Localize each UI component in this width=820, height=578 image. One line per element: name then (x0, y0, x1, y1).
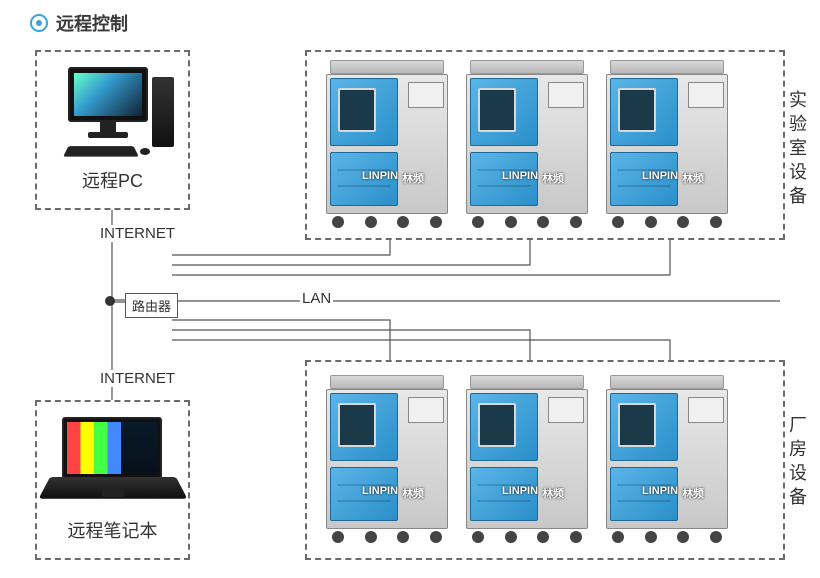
remote-laptop-group: 远程笔记本 (35, 400, 190, 560)
factory-equipment-label: 厂房设备 (784, 415, 810, 511)
router-node-icon (105, 296, 115, 306)
test-chamber-icon: LINPIN林频 (602, 375, 732, 545)
brand-watermark: LINPIN林频 (502, 170, 564, 186)
lab-equipment-group: LINPIN林频 LINPIN林频 LINPIN林频 (305, 50, 785, 240)
test-chamber-icon: LINPIN林频 (462, 60, 592, 230)
brand-watermark: LINPIN林频 (362, 170, 424, 186)
test-chamber-icon: LINPIN林频 (322, 375, 452, 545)
desktop-pc-icon (58, 67, 168, 157)
brand-watermark: LINPIN林频 (502, 485, 564, 501)
remote-pc-label: 远程PC (82, 167, 143, 193)
lab-equipment-label: 实验室设备 (784, 90, 810, 210)
target-icon (30, 14, 48, 32)
laptop-icon (48, 417, 178, 507)
brand-watermark: LINPIN林频 (642, 485, 704, 501)
diagram-title: 远程控制 (30, 10, 128, 36)
internet-label-top: INTERNET (98, 225, 177, 242)
test-chamber-icon: LINPIN林频 (602, 60, 732, 230)
factory-equipment-group: LINPIN林频 LINPIN林频 LINPIN林频 (305, 360, 785, 560)
remote-pc-group: 远程PC (35, 50, 190, 210)
brand-watermark: LINPIN林频 (642, 170, 704, 186)
router-label: 路由器 (125, 293, 178, 318)
test-chamber-icon: LINPIN林频 (462, 375, 592, 545)
title-text: 远程控制 (56, 10, 128, 36)
brand-watermark: LINPIN林频 (362, 485, 424, 501)
internet-label-bottom: INTERNET (98, 370, 177, 387)
remote-laptop-label: 远程笔记本 (68, 517, 158, 543)
lan-label: LAN (300, 290, 333, 307)
test-chamber-icon: LINPIN林频 (322, 60, 452, 230)
